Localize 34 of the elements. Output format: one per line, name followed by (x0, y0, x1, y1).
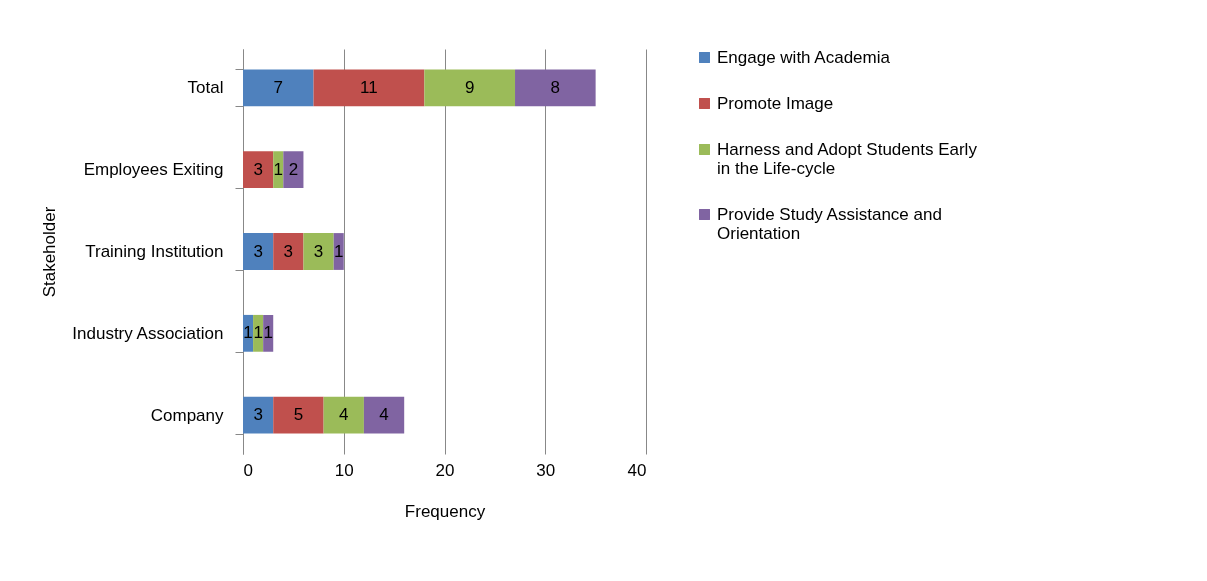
x-tick-label: 30 (536, 460, 556, 480)
data-label: 7 (273, 77, 283, 97)
y-tick-label: Training Institution (85, 242, 224, 261)
y-axis-title: Stakeholder (40, 206, 60, 298)
data-label: 3 (253, 241, 263, 261)
data-label: 4 (339, 405, 349, 425)
y-tick-label: Employees Exiting (83, 160, 224, 180)
data-label: 1 (333, 241, 344, 261)
data-label: 1 (273, 159, 283, 179)
data-label: 3 (253, 405, 263, 425)
data-label: 11 (360, 77, 378, 97)
y-tick-label: Industry Association (72, 323, 224, 343)
legend-label: Engage with Academia (717, 47, 891, 67)
data-label: 3 (283, 241, 294, 261)
data-label: 8 (550, 77, 561, 97)
y-tick-label: Company (150, 405, 224, 425)
data-label: 1 (253, 323, 263, 343)
data-label: 1 (263, 323, 273, 343)
legend-label: Provide Study Assistance and Orientation (717, 204, 942, 243)
legend-label: Promote Image (717, 93, 834, 113)
x-tick-label: 0 (243, 460, 253, 480)
data-label: 1 (243, 323, 253, 343)
data-label: 2 (288, 159, 299, 179)
x-tick-label: 10 (334, 460, 354, 480)
legend-label: Harness and Adopt Students Early in the Life-cycle (717, 139, 978, 178)
data-label: 3 (313, 241, 324, 261)
x-tick-label: 20 (435, 460, 455, 480)
x-tick-label: 40 (627, 460, 647, 480)
data-label: 3 (253, 159, 263, 179)
data-label: 5 (293, 405, 304, 425)
x-axis-title: Frequency (404, 501, 486, 521)
data-label: 9 (464, 77, 475, 97)
y-tick-label: Total (187, 78, 224, 98)
data-label: 4 (379, 405, 389, 425)
